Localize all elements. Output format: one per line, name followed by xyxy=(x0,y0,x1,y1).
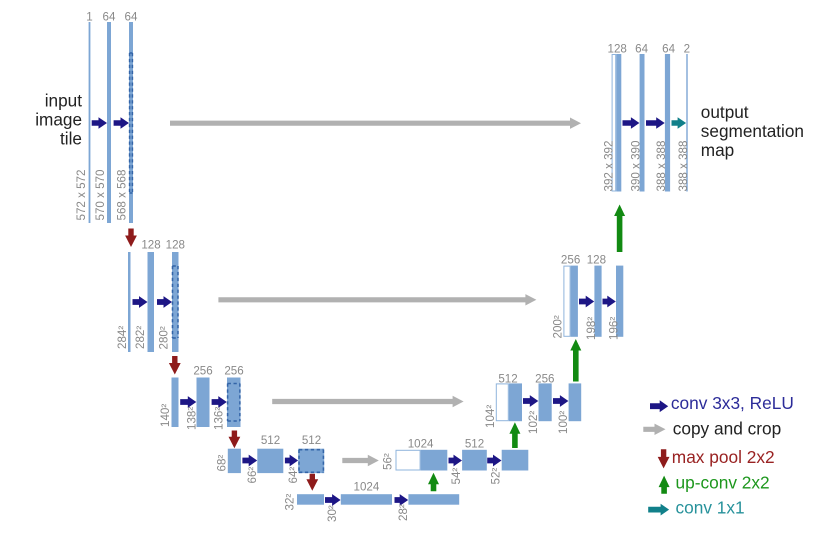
svg-text:64²: 64² xyxy=(287,467,300,484)
svg-text:image: image xyxy=(35,109,82,129)
svg-text:512: 512 xyxy=(498,373,517,386)
svg-text:64: 64 xyxy=(125,11,138,24)
svg-text:388 x 388: 388 x 388 xyxy=(655,141,668,192)
svg-text:140²: 140² xyxy=(159,404,172,427)
svg-text:conv 3x3, ReLU: conv 3x3, ReLU xyxy=(671,393,794,413)
svg-text:198²: 198² xyxy=(585,317,598,340)
svg-text:256: 256 xyxy=(193,365,212,378)
svg-text:128: 128 xyxy=(141,239,160,252)
svg-text:572 x 572: 572 x 572 xyxy=(75,170,88,221)
svg-text:256: 256 xyxy=(224,365,243,378)
svg-text:136²: 136² xyxy=(212,407,225,430)
svg-text:52²: 52² xyxy=(489,468,502,485)
svg-text:200²: 200² xyxy=(551,315,564,338)
svg-text:32²: 32² xyxy=(284,494,297,511)
svg-text:196²: 196² xyxy=(607,317,620,340)
svg-text:512: 512 xyxy=(261,434,280,447)
svg-text:1024: 1024 xyxy=(354,481,380,494)
svg-text:56²: 56² xyxy=(382,453,395,470)
svg-text:2: 2 xyxy=(684,42,690,55)
svg-text:up-conv 2x2: up-conv 2x2 xyxy=(676,473,770,493)
svg-text:1: 1 xyxy=(86,11,92,24)
svg-text:30²: 30² xyxy=(326,505,339,522)
svg-text:output: output xyxy=(701,102,749,122)
svg-text:input: input xyxy=(45,90,82,110)
svg-text:128: 128 xyxy=(608,42,627,55)
svg-text:64: 64 xyxy=(662,42,675,55)
svg-text:256: 256 xyxy=(561,254,580,267)
svg-text:100²: 100² xyxy=(557,411,570,434)
svg-text:segmentation: segmentation xyxy=(701,121,804,141)
svg-text:1024: 1024 xyxy=(408,438,434,451)
svg-text:102²: 102² xyxy=(527,411,540,434)
svg-text:64: 64 xyxy=(635,42,648,55)
svg-text:64: 64 xyxy=(103,11,116,24)
svg-text:128: 128 xyxy=(587,254,606,267)
svg-text:280²: 280² xyxy=(158,326,171,349)
svg-text:68²: 68² xyxy=(216,455,229,472)
svg-text:map: map xyxy=(701,140,734,160)
svg-text:138²: 138² xyxy=(186,407,199,430)
svg-text:104²: 104² xyxy=(484,405,497,428)
svg-text:568 x 568: 568 x 568 xyxy=(116,170,129,221)
svg-text:390 x 390: 390 x 390 xyxy=(630,141,643,192)
svg-text:282²: 282² xyxy=(134,326,147,349)
svg-text:284²: 284² xyxy=(116,326,129,349)
svg-text:max pool 2x2: max pool 2x2 xyxy=(672,447,775,467)
svg-text:256: 256 xyxy=(535,373,554,386)
svg-text:28²: 28² xyxy=(397,504,410,521)
svg-text:512: 512 xyxy=(465,438,484,451)
svg-text:tile: tile xyxy=(60,128,82,148)
svg-text:392 x 392: 392 x 392 xyxy=(603,141,616,192)
svg-text:512: 512 xyxy=(302,434,321,447)
svg-text:128: 128 xyxy=(166,239,185,252)
svg-text:570 x 570: 570 x 570 xyxy=(94,170,107,221)
svg-text:388 x 388: 388 x 388 xyxy=(677,141,690,192)
svg-text:conv 1x1: conv 1x1 xyxy=(676,498,745,518)
svg-text:66²: 66² xyxy=(246,467,259,484)
svg-text:copy and crop: copy and crop xyxy=(673,419,782,439)
svg-text:54²: 54² xyxy=(450,468,463,485)
